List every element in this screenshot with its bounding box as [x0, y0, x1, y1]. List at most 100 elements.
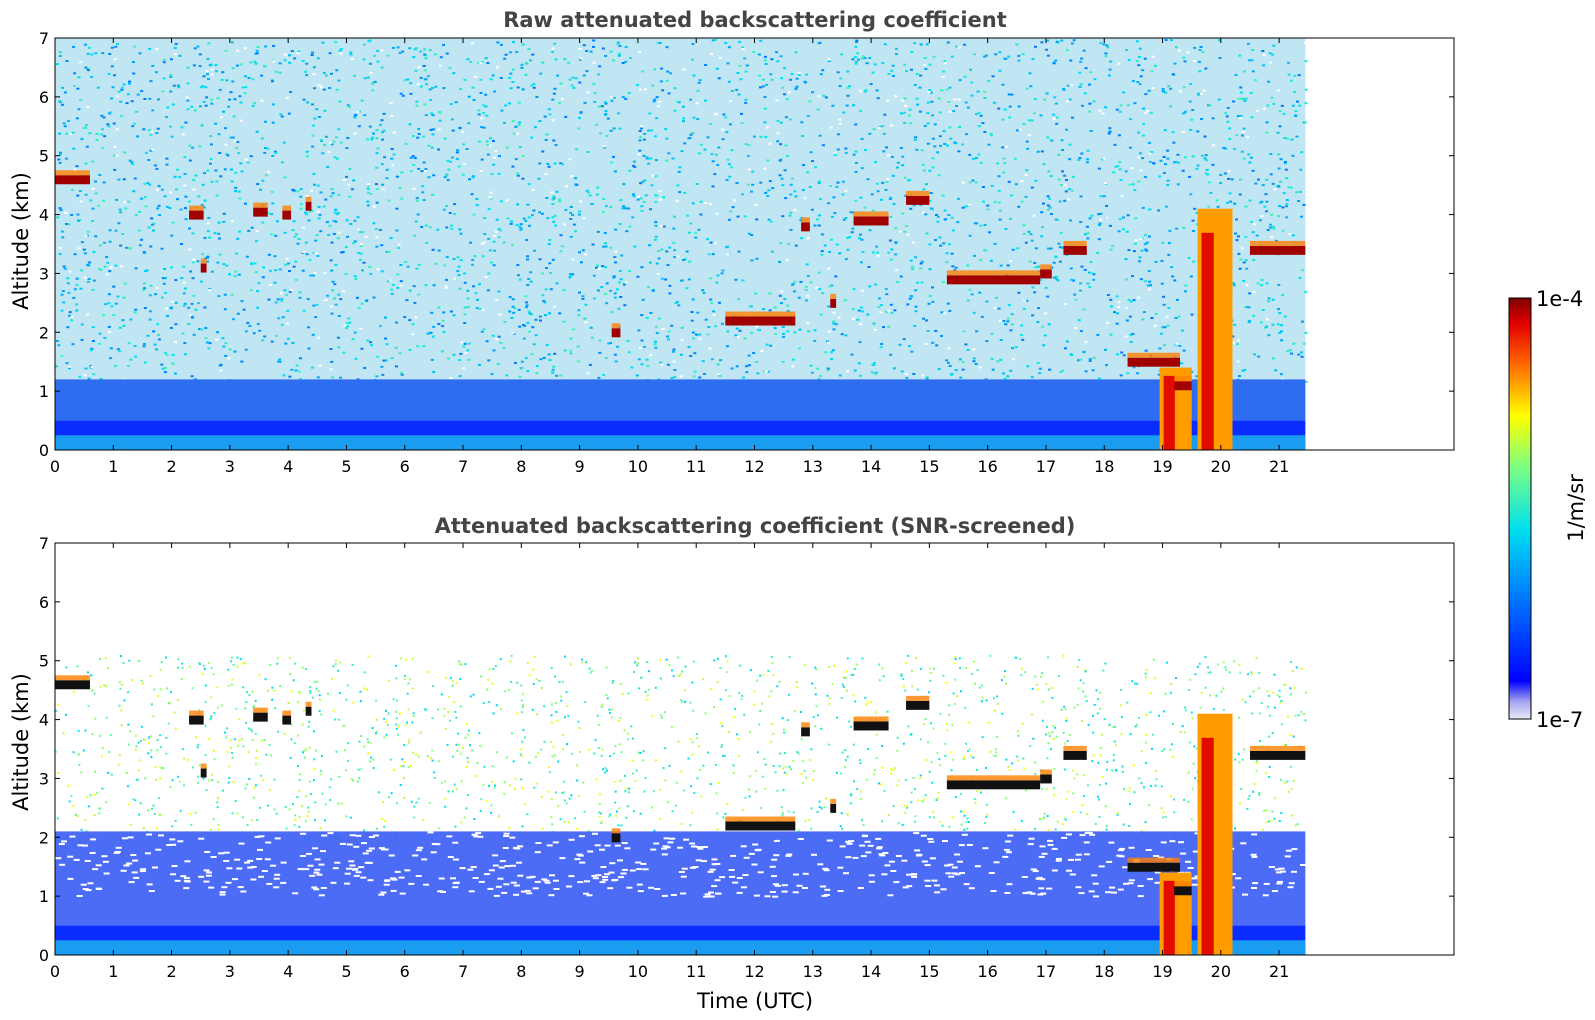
- noise-speck: [974, 222, 978, 225]
- noise-speck: [138, 244, 142, 247]
- noise-speck: [191, 277, 195, 280]
- noise-speck: [466, 289, 470, 292]
- noise-speck: [804, 289, 808, 291]
- cloud-layer: [55, 175, 90, 185]
- noise-speck: [311, 145, 315, 148]
- noise-speck: [779, 121, 783, 124]
- noise-speck: [618, 44, 622, 47]
- noise-speck: [194, 174, 198, 177]
- signal-speck: [782, 767, 784, 770]
- signal-speck: [137, 741, 140, 744]
- signal-speck: [1247, 673, 1250, 676]
- signal-speck: [531, 708, 534, 711]
- noise-speck: [165, 157, 169, 160]
- signal-speck: [1294, 714, 1297, 717]
- noise-speck: [207, 216, 211, 219]
- noise-speck: [1183, 110, 1187, 113]
- noise-speck: [169, 73, 173, 76]
- signal-speck: [460, 663, 463, 666]
- signal-speck: [788, 693, 790, 696]
- noise-speck: [1218, 39, 1221, 42]
- signal-speck: [169, 691, 172, 694]
- signal-speck: [1120, 732, 1123, 735]
- noise-speck: [1046, 247, 1050, 250]
- noise-speck: [452, 72, 456, 75]
- signal-speck: [273, 808, 276, 811]
- signal-speck: [256, 818, 259, 821]
- signal-speck: [369, 760, 372, 763]
- noise-speck: [990, 357, 994, 360]
- noise-speck: [265, 174, 268, 177]
- noise-speck: [1030, 186, 1034, 189]
- noise-speck: [675, 200, 679, 202]
- noise-speck: [73, 72, 77, 75]
- noise-speck: [335, 213, 339, 216]
- noise-speck: [1167, 306, 1171, 309]
- noise-speck: [1158, 347, 1162, 350]
- noise-speck: [425, 242, 429, 244]
- noise-speck: [876, 97, 880, 100]
- noise-speck: [452, 314, 456, 317]
- noise-speck: [1265, 200, 1269, 203]
- signal-speck: [932, 810, 935, 813]
- cloud-layer-edge: [1174, 376, 1192, 382]
- noise-speck: [1138, 56, 1141, 58]
- noise-speck: [1269, 173, 1273, 176]
- signal-speck: [94, 770, 96, 773]
- signal-speck: [724, 689, 727, 692]
- noise-speck: [292, 189, 296, 192]
- noise-speck: [840, 333, 844, 336]
- noise-speck: [846, 86, 850, 89]
- noise-speck: [353, 219, 357, 222]
- noise-speck: [1042, 344, 1046, 347]
- noise-speck: [356, 228, 360, 231]
- noise-speck: [1009, 260, 1013, 263]
- noise-speck: [609, 342, 613, 344]
- signal-speck: [1040, 675, 1043, 678]
- noise-speck: [271, 202, 275, 205]
- noise-speck: [984, 249, 988, 252]
- noise-speck: [384, 316, 387, 319]
- noise-speck: [316, 57, 320, 60]
- noise-speck: [976, 90, 980, 93]
- noise-speck: [779, 143, 783, 146]
- signal-speck: [293, 742, 296, 745]
- noise-speck: [333, 211, 337, 214]
- noise-speck: [750, 259, 754, 262]
- noise-speck: [617, 307, 621, 310]
- noise-speck: [1285, 205, 1288, 208]
- noise-speck: [1127, 59, 1131, 62]
- noise-speck: [349, 51, 353, 54]
- noise-speck: [79, 99, 83, 101]
- noise-speck: [552, 365, 556, 368]
- noise-speck: [1247, 306, 1251, 309]
- noise-speck: [395, 229, 399, 232]
- noise-speck: [1099, 218, 1103, 221]
- noise-speck: [378, 123, 382, 126]
- signal-speck: [71, 805, 74, 808]
- noise-speck: [535, 365, 539, 367]
- signal-speck: [358, 740, 361, 743]
- noise-speck: [155, 167, 159, 170]
- noise-speck: [108, 240, 112, 243]
- signal-speck: [1207, 666, 1209, 669]
- signal-speck: [467, 733, 469, 736]
- noise-speck: [1068, 143, 1072, 146]
- noise-speck: [1046, 136, 1050, 139]
- noise-speck: [794, 195, 798, 198]
- signal-speck: [118, 704, 121, 707]
- noise-speck: [1132, 250, 1136, 253]
- noise-speck: [890, 311, 894, 314]
- signal-speck: [1171, 755, 1174, 758]
- noise-speck: [1014, 346, 1018, 349]
- noise-speck: [341, 290, 345, 293]
- noise-speck: [165, 307, 169, 310]
- signal-speck: [455, 787, 458, 790]
- noise-speck: [530, 353, 534, 356]
- noise-speck: [140, 197, 143, 200]
- noise-speck: [424, 114, 428, 117]
- noise-speck: [390, 115, 394, 117]
- noise-speck: [1022, 123, 1026, 126]
- x-tick-label: 5: [341, 457, 351, 476]
- noise-speck: [131, 163, 135, 166]
